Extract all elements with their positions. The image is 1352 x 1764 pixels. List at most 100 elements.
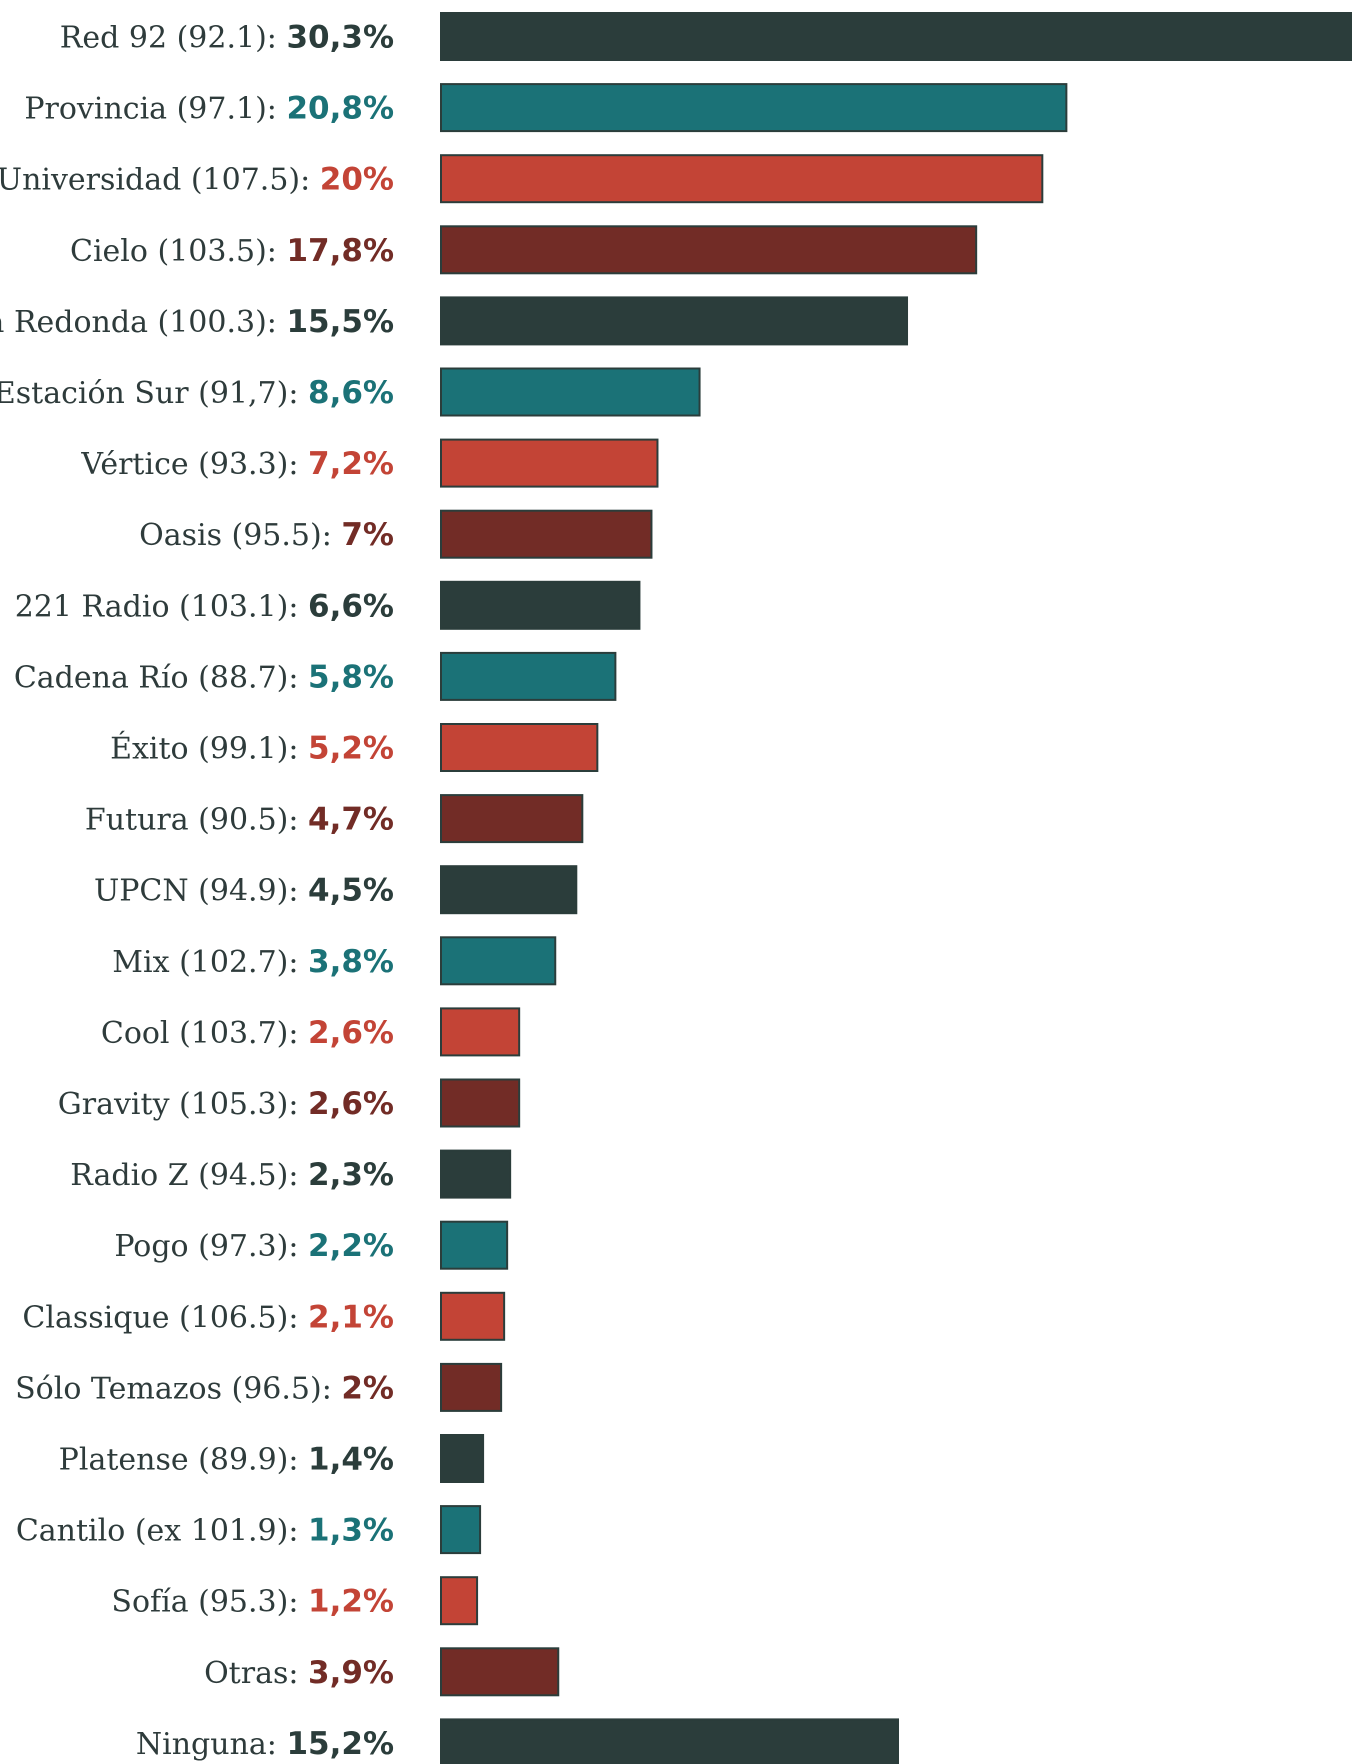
bar	[441, 1506, 480, 1553]
separator: :	[267, 92, 287, 127]
category-name: Cool (103.7)	[101, 1016, 289, 1051]
value-label: 30,3%	[286, 20, 394, 56]
separator: :	[288, 1585, 308, 1620]
bar-row: Futura (90.5): 4,7%	[85, 795, 582, 842]
value-label: 5,2%	[308, 731, 394, 767]
bar-row: Cantilo (ex 101.9): 1,3%	[16, 1506, 480, 1553]
category-name: Red 92 (92.1)	[60, 21, 267, 56]
separator: :	[267, 1727, 287, 1762]
value-label: 5,8%	[308, 659, 394, 695]
value-label: 8,6%	[308, 375, 394, 411]
bar	[441, 1435, 483, 1482]
bar	[441, 1222, 507, 1269]
separator: :	[267, 21, 287, 56]
category-name: Sofía (95.3)	[111, 1585, 288, 1620]
category-name: Cantilo (ex 101.9)	[16, 1514, 289, 1549]
value-label: 7,2%	[308, 446, 394, 482]
category-name: 221 Radio (103.1)	[15, 589, 289, 624]
bar-row: La Redonda (100.3): 15,5%	[0, 297, 907, 344]
category-label: UPCN (94.9): 4,5%	[94, 873, 394, 909]
category-label: Sólo Temazos (96.5): 2%	[15, 1370, 394, 1406]
category-name: Gravity (105.3)	[58, 1087, 289, 1122]
value-label: 3,9%	[308, 1655, 394, 1691]
bar	[441, 582, 639, 629]
bar	[441, 724, 597, 771]
bar	[441, 653, 615, 700]
bar	[441, 1364, 501, 1411]
separator: :	[288, 376, 308, 411]
bar	[441, 937, 555, 984]
category-label: 221 Radio (103.1): 6,6%	[15, 588, 394, 624]
bar-row: Sólo Temazos (96.5): 2%	[15, 1364, 501, 1411]
separator: :	[288, 732, 308, 767]
value-label: 3,8%	[308, 944, 394, 980]
category-name: Cadena Río (88.7)	[14, 660, 289, 695]
bar-row: Cadena Río (88.7): 5,8%	[14, 653, 616, 700]
separator: :	[288, 874, 308, 909]
category-label: Cantilo (ex 101.9): 1,3%	[16, 1513, 394, 1549]
bar-row: Oasis (95.5): 7%	[139, 511, 651, 558]
category-label: Cool (103.7): 2,6%	[101, 1015, 394, 1051]
bar-row: Red 92 (92.1): 30,3%	[60, 13, 1352, 60]
bar-row: Ninguna: 15,2%	[136, 1719, 898, 1764]
category-name: Pogo (97.3)	[114, 1229, 288, 1264]
bar	[441, 1293, 504, 1340]
category-name: Radio Z (94.5)	[70, 1158, 288, 1193]
bar	[441, 369, 700, 416]
separator: :	[288, 1514, 308, 1549]
value-label: 2%	[341, 1370, 394, 1406]
bar-row: UPCN (94.9): 4,5%	[94, 866, 576, 913]
bar-row: Estación Sur (91,7): 8,6%	[0, 369, 700, 416]
category-name: Ninguna	[136, 1727, 267, 1762]
separator: :	[267, 234, 287, 269]
separator: :	[288, 1300, 308, 1335]
category-label: Estación Sur (91,7): 8,6%	[0, 375, 394, 411]
category-label: Platense (89.9): 1,4%	[59, 1442, 394, 1478]
value-label: 1,2%	[308, 1584, 394, 1620]
value-label: 2,1%	[308, 1299, 394, 1335]
category-name: Provincia (97.1)	[24, 92, 266, 127]
category-label: Éxito (99.1): 5,2%	[110, 731, 394, 767]
category-label: Red 92 (92.1): 30,3%	[60, 20, 394, 56]
category-label: Sofía (95.3): 1,2%	[111, 1584, 394, 1620]
category-label: Otras: 3,9%	[204, 1655, 394, 1691]
value-label: 1,3%	[308, 1513, 394, 1549]
value-label: 1,4%	[308, 1442, 394, 1478]
separator: :	[288, 1229, 308, 1264]
value-label: 2,3%	[308, 1157, 394, 1193]
bar	[441, 1719, 898, 1764]
category-name: Otras	[204, 1656, 288, 1691]
category-name: Platense (89.9)	[59, 1443, 289, 1478]
bar	[441, 155, 1042, 202]
category-label: Mix (102.7): 3,8%	[112, 944, 394, 980]
bar	[441, 440, 657, 487]
bar	[441, 13, 1352, 60]
bar-row: Gravity (105.3): 2,6%	[58, 1080, 519, 1127]
bar-row: Universidad (107.5): 20%	[0, 155, 1042, 202]
bar-row: Classique (106.5): 2,1%	[22, 1293, 504, 1340]
value-label: 2,6%	[308, 1086, 394, 1122]
separator: :	[300, 163, 320, 198]
category-label: Vértice (93.3): 7,2%	[80, 446, 394, 482]
bar-row: Mix (102.7): 3,8%	[112, 937, 555, 984]
bar	[441, 297, 907, 344]
category-label: Radio Z (94.5): 2,3%	[70, 1157, 394, 1193]
category-name: Classique (106.5)	[22, 1300, 288, 1335]
category-name: Sólo Temazos (96.5)	[15, 1371, 322, 1406]
bar	[441, 1080, 519, 1127]
separator: :	[288, 589, 308, 624]
bar-row: Cielo (103.5): 17,8%	[70, 226, 976, 273]
value-label: 4,5%	[308, 873, 394, 909]
separator: :	[267, 305, 287, 340]
value-label: 2,2%	[308, 1228, 394, 1264]
category-label: Futura (90.5): 4,7%	[85, 802, 394, 838]
category-name: Cielo (103.5)	[70, 234, 267, 269]
bar	[441, 226, 976, 273]
bar-row: Pogo (97.3): 2,2%	[114, 1222, 507, 1269]
bar-row: Cool (103.7): 2,6%	[101, 1008, 519, 1055]
bar-row: Otras: 3,9%	[204, 1648, 558, 1695]
bar	[441, 795, 582, 842]
bar-row: Platense (89.9): 1,4%	[59, 1435, 483, 1482]
separator: :	[322, 518, 342, 553]
